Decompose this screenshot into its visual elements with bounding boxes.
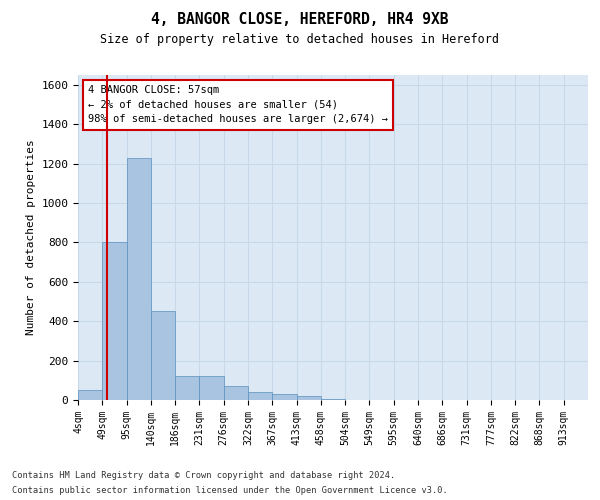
Bar [248, 392, 272, 400]
Bar [199, 376, 224, 400]
Bar [296, 396, 321, 400]
Bar [151, 312, 175, 400]
Bar [127, 158, 151, 400]
Text: 4 BANGOR CLOSE: 57sqm
← 2% of detached houses are smaller (54)
98% of semi-detac: 4 BANGOR CLOSE: 57sqm ← 2% of detached h… [88, 84, 388, 124]
Bar [224, 386, 248, 400]
Bar [78, 390, 102, 400]
Bar [175, 376, 199, 400]
Y-axis label: Number of detached properties: Number of detached properties [26, 140, 36, 336]
Text: Contains HM Land Registry data © Crown copyright and database right 2024.: Contains HM Land Registry data © Crown c… [12, 471, 395, 480]
Text: Contains public sector information licensed under the Open Government Licence v3: Contains public sector information licen… [12, 486, 448, 495]
Text: Size of property relative to detached houses in Hereford: Size of property relative to detached ho… [101, 32, 499, 46]
Bar [102, 242, 127, 400]
Text: 4, BANGOR CLOSE, HEREFORD, HR4 9XB: 4, BANGOR CLOSE, HEREFORD, HR4 9XB [151, 12, 449, 28]
Bar [272, 394, 296, 400]
Bar [321, 399, 345, 400]
